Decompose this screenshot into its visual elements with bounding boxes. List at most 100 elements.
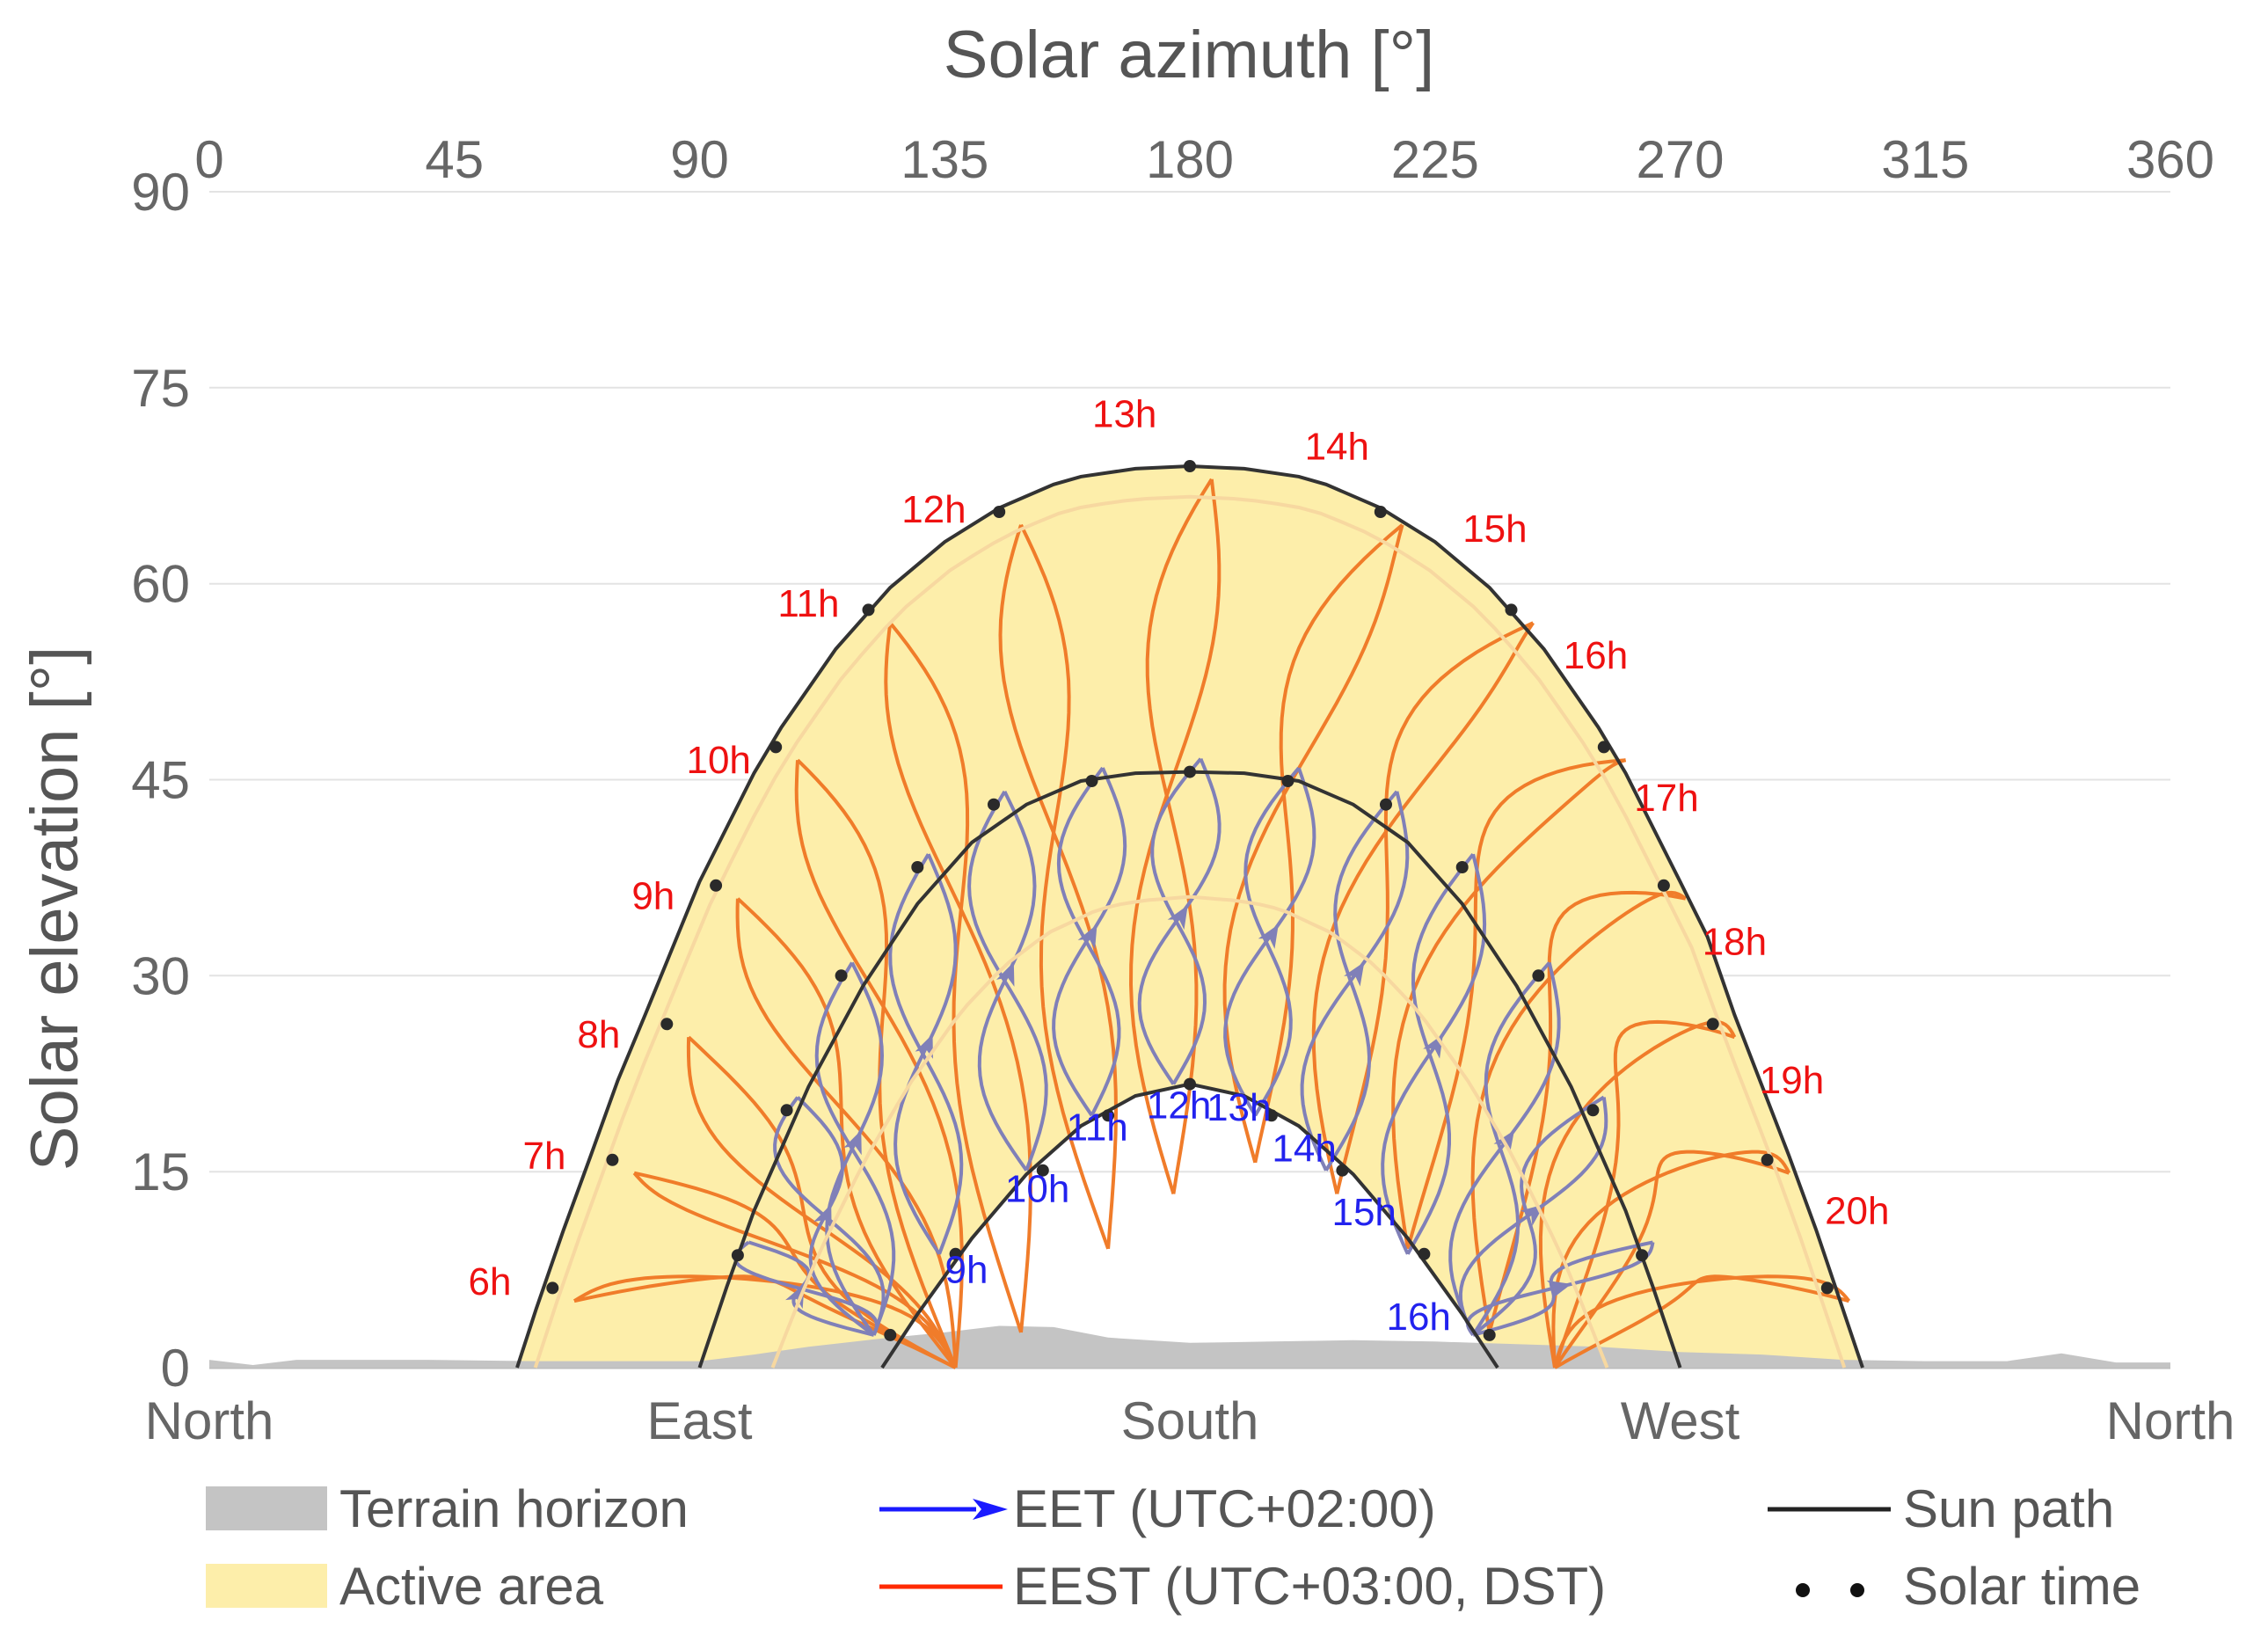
x-top-tick-label: 360 xyxy=(2126,130,2214,189)
x-axis-title: Solar azimuth [°] xyxy=(944,18,1434,92)
legend-solartime-label: Solar time xyxy=(1903,1557,2140,1616)
solar-time-dot xyxy=(710,879,723,892)
y-axis-title: Solar elevation [°] xyxy=(18,646,92,1172)
hour-labels: 6h7h8h9h10h11h12h13h14h15h16h17h18h19h20… xyxy=(469,392,1890,1339)
legend-terrain-swatch xyxy=(206,1486,327,1530)
legend-terrain-label: Terrain horizon xyxy=(339,1479,689,1538)
eest-hour-label: 20h xyxy=(1825,1190,1889,1233)
eet-hour-label: 10h xyxy=(1005,1167,1069,1210)
solar-time-dot xyxy=(660,1018,674,1031)
eet-analemma-curve xyxy=(814,961,896,1336)
eest-analemma-curve xyxy=(794,760,964,1369)
solar-time-dot xyxy=(1532,969,1545,982)
solar-time-dot xyxy=(1636,1249,1649,1262)
eet-direction-arrow xyxy=(996,961,1015,987)
x-bottom-tick-label: North xyxy=(2106,1391,2235,1450)
eest-analemma-curve xyxy=(1253,523,1404,1164)
y-tick-label: 15 xyxy=(131,1143,190,1201)
eest-hour-label: 18h xyxy=(1703,921,1767,964)
solar-time-dot xyxy=(606,1153,619,1166)
eet-hour-label: 9h xyxy=(945,1248,988,1291)
eest-hour-label: 8h xyxy=(577,1013,620,1056)
legend-eet-swatch xyxy=(879,1499,1008,1520)
eet-analemma-curve xyxy=(1324,790,1398,1172)
solar-time-dot xyxy=(1597,741,1610,754)
y-tick-label: 45 xyxy=(131,751,190,810)
eest-analemma-curve xyxy=(1553,1150,1790,1369)
x-bottom-tick-label: West xyxy=(1621,1391,1740,1450)
solar-time-dot xyxy=(1820,1281,1834,1295)
terrain-horizon-fill xyxy=(209,1325,2170,1368)
solar-time-dot xyxy=(1184,1077,1196,1091)
eest-analemma-curve xyxy=(1554,1274,1850,1369)
solar-time-dot xyxy=(949,1247,962,1260)
eet-hour-label: 12h xyxy=(1147,1084,1211,1127)
eest-analemma-curve xyxy=(686,1037,958,1369)
eest-hour-label: 7h xyxy=(523,1135,566,1178)
solar-time-dot xyxy=(1265,1109,1278,1122)
x-top-tick-label: 135 xyxy=(901,130,988,189)
solar-time-dot xyxy=(835,969,848,982)
eest-hour-label: 10h xyxy=(686,739,750,782)
analemma-curves xyxy=(572,478,1851,1369)
solar-time-dot xyxy=(993,506,1006,518)
solar-time-dot xyxy=(1455,861,1469,873)
solar-time-dot xyxy=(546,1281,559,1295)
legend-active-swatch xyxy=(206,1564,327,1608)
eet-direction-arrow xyxy=(1167,905,1188,931)
eet-hour-label: 11h xyxy=(1067,1106,1128,1150)
solar-time-dot xyxy=(911,861,924,873)
legend-sunpath-label: Sun path xyxy=(1903,1479,2114,1538)
solar-time-dot xyxy=(1374,506,1387,518)
x-top-tick-label: 90 xyxy=(670,130,729,189)
solar-time-dot xyxy=(1586,1104,1600,1117)
x-top-tick-label: 225 xyxy=(1391,130,1479,189)
legend-eest-label: EEST (UTC+03:00, DST) xyxy=(1013,1557,1606,1616)
eet-analemma-curve xyxy=(888,853,964,1255)
solar-time-dot xyxy=(862,603,875,617)
eet-analemma-curve xyxy=(1471,961,1551,1336)
solar-time-dot xyxy=(988,798,1000,811)
solar-time-dot xyxy=(731,1249,744,1262)
eet-direction-arrow xyxy=(915,1033,933,1059)
y-tick-label: 0 xyxy=(161,1339,190,1398)
solar-time-dot xyxy=(1483,1328,1496,1341)
legend: Terrain horizon EET (UTC+02:00) Sun path… xyxy=(206,1479,2140,1616)
eest-analemma-curve xyxy=(884,622,1032,1333)
eest-hour-label: 9h xyxy=(631,875,675,918)
eet-direction-arrow xyxy=(1344,961,1365,987)
terrain-horizon-area xyxy=(209,1325,2170,1368)
solar-time-dot xyxy=(884,1328,897,1341)
eest-analemma-curve xyxy=(998,524,1119,1249)
eet-analemma-curve xyxy=(1471,1095,1605,1337)
legend-active-label: Active area xyxy=(339,1557,604,1616)
eet-analemma-curve xyxy=(1243,766,1301,1117)
solar-time-dot xyxy=(1036,1164,1049,1177)
eet-direction-arrow xyxy=(1546,1280,1572,1300)
legend-eet-label: EET (UTC+02:00) xyxy=(1013,1479,1436,1538)
eet-analemma-curve xyxy=(1150,757,1207,1085)
eest-hour-label: 13h xyxy=(1092,392,1156,435)
eest-analemma-curve xyxy=(632,1172,958,1369)
y-tick-label: 60 xyxy=(131,555,190,614)
solar-time-dot xyxy=(1761,1153,1774,1166)
intermediate-sun-path xyxy=(770,894,1609,1369)
eet-hour-label: 13h xyxy=(1207,1086,1271,1129)
eet-analemma-curve xyxy=(967,790,1048,1172)
eet-direction-arrow xyxy=(843,1130,862,1156)
x-bottom-tick-label: South xyxy=(1121,1391,1259,1450)
eest-hour-label: 17h xyxy=(1634,777,1698,820)
eest-hour-label: 12h xyxy=(901,488,966,531)
y-tick-label: 30 xyxy=(131,946,190,1005)
eet-direction-arrow xyxy=(1077,924,1098,950)
eet-analemma-curve xyxy=(1056,766,1121,1117)
eest-analemma-curve xyxy=(1553,1019,1736,1369)
x-bottom-tick-label: East xyxy=(646,1391,752,1450)
solar-time-dot xyxy=(1102,1109,1115,1122)
eet-hour-label: 15h xyxy=(1331,1191,1396,1234)
legend-solartime-swatch xyxy=(1796,1583,1864,1597)
x-top-tick-label: 45 xyxy=(425,130,484,189)
solar-time-dot xyxy=(769,741,783,754)
eest-analemma-curve xyxy=(1405,758,1626,1250)
